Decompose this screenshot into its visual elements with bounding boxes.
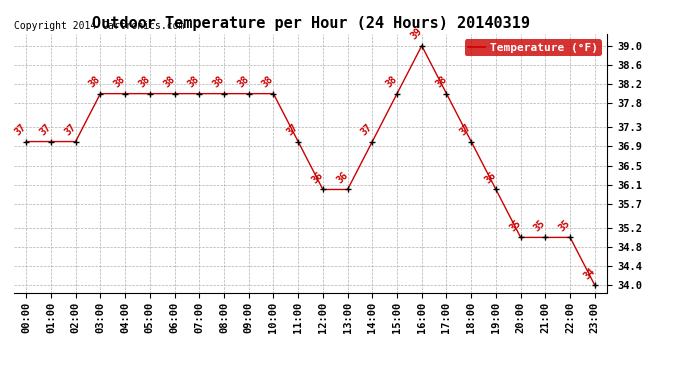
Title: Outdoor Temperature per Hour (24 Hours) 20140319: Outdoor Temperature per Hour (24 Hours) …: [92, 16, 529, 31]
Text: 38: 38: [260, 74, 275, 90]
Text: 36: 36: [335, 170, 350, 185]
Text: 39: 39: [408, 26, 424, 42]
Legend: Temperature (°F): Temperature (°F): [465, 39, 602, 56]
Text: 34: 34: [582, 266, 597, 281]
Text: 37: 37: [458, 122, 473, 137]
Text: 36: 36: [310, 170, 325, 185]
Text: 38: 38: [87, 74, 103, 90]
Text: 38: 38: [235, 74, 251, 90]
Text: 35: 35: [557, 218, 572, 233]
Text: 38: 38: [210, 74, 226, 90]
Text: 38: 38: [137, 74, 152, 90]
Text: 38: 38: [186, 74, 201, 90]
Text: Copyright 2014 Cartronics.com: Copyright 2014 Cartronics.com: [14, 21, 184, 31]
Text: 35: 35: [507, 218, 523, 233]
Text: 37: 37: [359, 122, 375, 137]
Text: 38: 38: [384, 74, 400, 90]
Text: 38: 38: [112, 74, 127, 90]
Text: 38: 38: [161, 74, 177, 90]
Text: 37: 37: [38, 122, 53, 137]
Text: 37: 37: [62, 122, 78, 137]
Text: 37: 37: [285, 122, 300, 137]
Text: 36: 36: [483, 170, 498, 185]
Text: 38: 38: [433, 74, 448, 90]
Text: 35: 35: [532, 218, 548, 233]
Text: 37: 37: [13, 122, 28, 137]
